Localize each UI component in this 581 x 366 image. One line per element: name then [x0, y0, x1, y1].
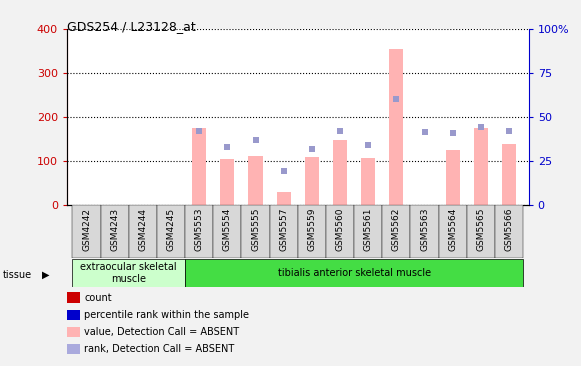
Text: GSM4244: GSM4244: [138, 208, 148, 251]
Text: ▶: ▶: [42, 270, 49, 280]
Bar: [382, 205, 410, 258]
Bar: [270, 205, 298, 258]
Text: GSM5560: GSM5560: [335, 208, 345, 251]
Bar: [192, 128, 206, 205]
Bar: [157, 205, 185, 258]
Bar: [185, 259, 523, 287]
Text: GSM4243: GSM4243: [110, 208, 119, 251]
Bar: [220, 159, 234, 205]
Text: GSM5559: GSM5559: [307, 208, 316, 251]
Bar: [389, 49, 403, 205]
Bar: [73, 259, 185, 287]
Text: tissue: tissue: [3, 270, 32, 280]
Text: percentile rank within the sample: percentile rank within the sample: [84, 310, 249, 320]
Bar: [446, 150, 460, 205]
Text: GSM5561: GSM5561: [364, 208, 372, 251]
Text: GSM4245: GSM4245: [167, 208, 175, 251]
Text: GSM5554: GSM5554: [223, 208, 232, 251]
Bar: [129, 205, 157, 258]
Text: tibialis anterior skeletal muscle: tibialis anterior skeletal muscle: [278, 268, 431, 278]
Text: rank, Detection Call = ABSENT: rank, Detection Call = ABSENT: [84, 344, 235, 354]
Bar: [354, 205, 382, 258]
Bar: [305, 157, 319, 205]
Bar: [101, 205, 129, 258]
Text: GSM5564: GSM5564: [448, 208, 457, 251]
Text: GSM5555: GSM5555: [251, 208, 260, 251]
Text: extraocular skeletal
muscle: extraocular skeletal muscle: [80, 262, 177, 284]
Text: GSM5563: GSM5563: [420, 208, 429, 251]
Text: GSM5557: GSM5557: [279, 208, 288, 251]
Text: GSM5565: GSM5565: [476, 208, 485, 251]
Bar: [495, 205, 523, 258]
Text: GSM5553: GSM5553: [195, 208, 204, 251]
Bar: [73, 205, 101, 258]
Bar: [249, 156, 263, 205]
Text: GSM5566: GSM5566: [504, 208, 514, 251]
Bar: [439, 205, 467, 258]
Bar: [326, 205, 354, 258]
Text: value, Detection Call = ABSENT: value, Detection Call = ABSENT: [84, 327, 239, 337]
Bar: [467, 205, 495, 258]
Bar: [474, 128, 488, 205]
Bar: [298, 205, 326, 258]
Bar: [242, 205, 270, 258]
Bar: [361, 157, 375, 205]
Text: GSM4242: GSM4242: [82, 208, 91, 251]
Bar: [410, 205, 439, 258]
Text: count: count: [84, 292, 112, 303]
Bar: [502, 144, 516, 205]
Bar: [333, 140, 347, 205]
Bar: [277, 192, 290, 205]
Bar: [185, 205, 213, 258]
Bar: [213, 205, 242, 258]
Text: GSM5562: GSM5562: [392, 208, 401, 251]
Text: GDS254 / L23128_at: GDS254 / L23128_at: [67, 20, 196, 33]
